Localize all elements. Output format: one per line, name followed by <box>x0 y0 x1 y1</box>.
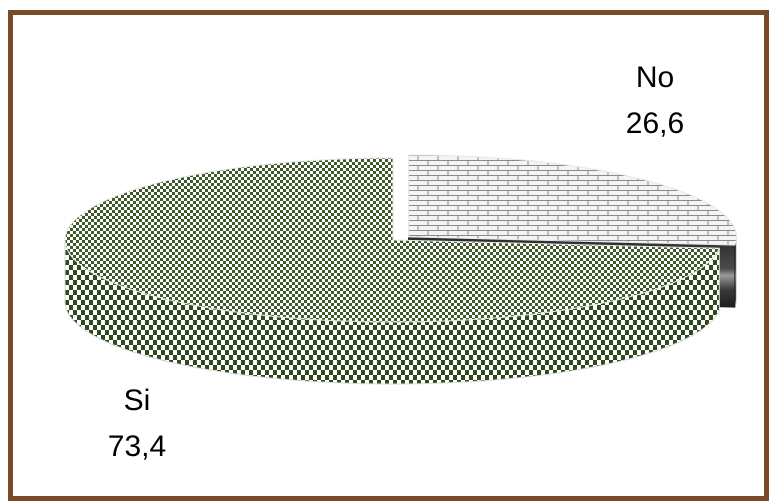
pie-chart: No 26,6 Si 73,4 <box>64 61 738 463</box>
slice-value-no: 26,6 <box>626 107 684 140</box>
pie-slice-no-top <box>408 154 737 246</box>
pie-slices <box>64 154 738 385</box>
chart-frame: No 26,6 Si 73,4 <box>8 10 769 501</box>
pie-slice-si <box>64 157 721 385</box>
slice-label-si: Si <box>124 384 151 417</box>
slice-value-si: 73,4 <box>108 430 166 463</box>
slice-label-no: No <box>636 61 674 94</box>
pie-labels: No 26,6 Si 73,4 <box>108 61 684 463</box>
pie-slice-si-top <box>64 157 721 323</box>
